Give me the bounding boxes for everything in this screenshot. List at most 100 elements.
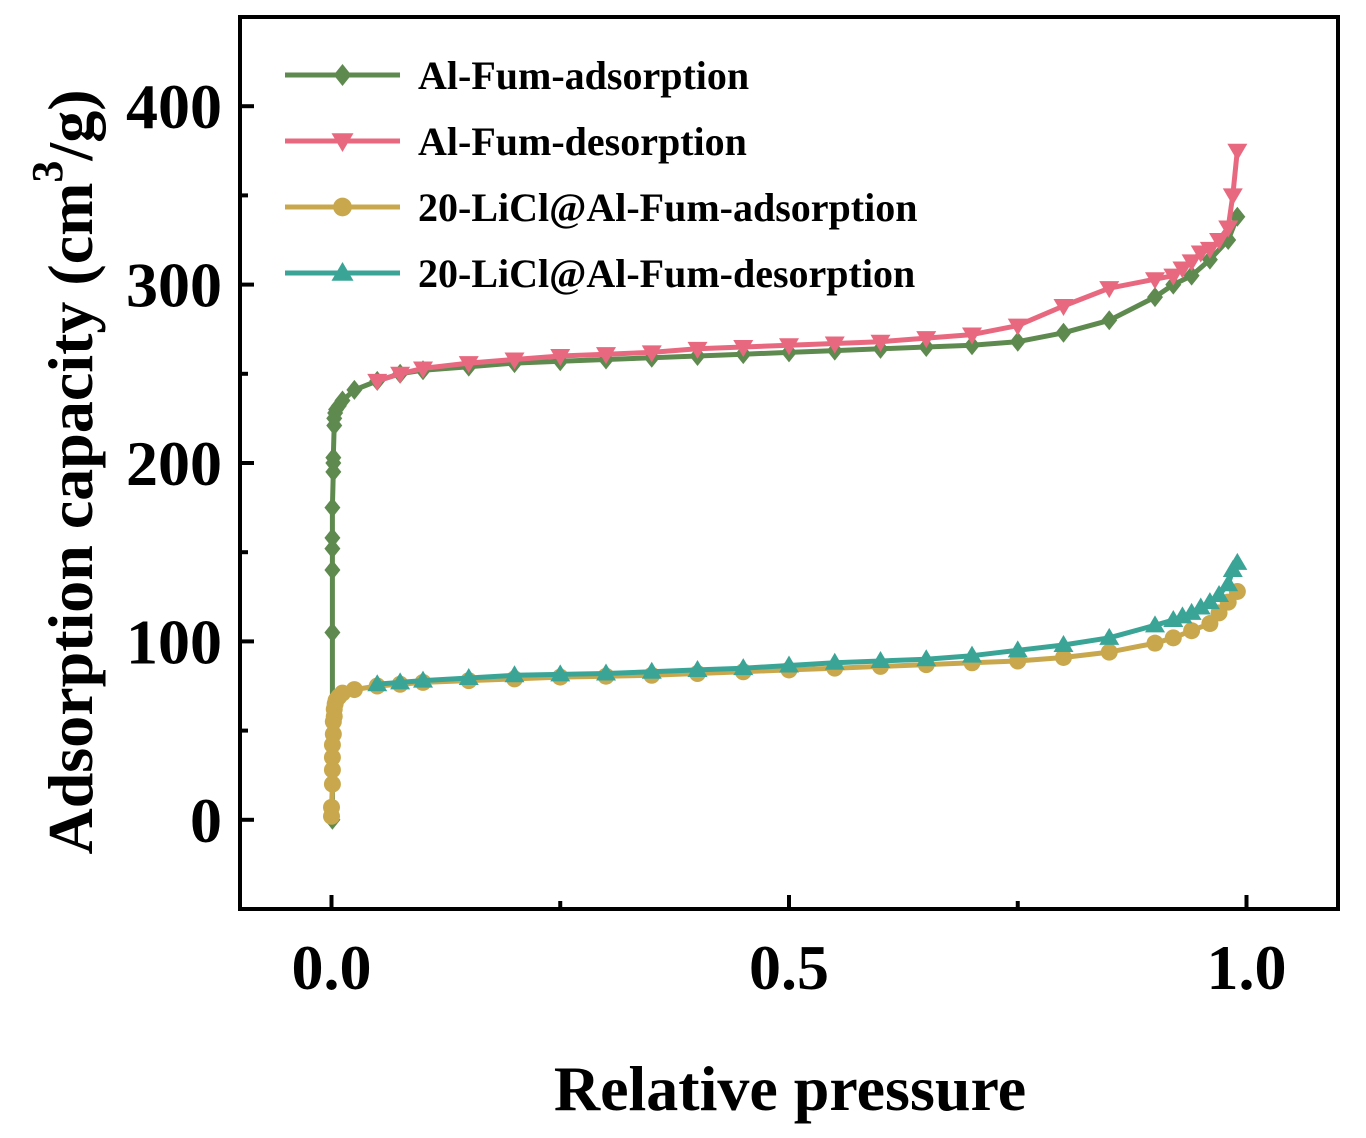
data-point (1163, 609, 1184, 627)
data-point (687, 659, 708, 677)
data-point (323, 748, 341, 766)
y-axis-title-main: Adsorption capacity (cm (35, 183, 106, 855)
data-point (687, 341, 708, 359)
data-point (367, 674, 388, 692)
legend-item: Al-Fum-desorption (285, 119, 747, 164)
data-point (325, 447, 342, 468)
data-point (964, 335, 980, 356)
data-point (324, 560, 341, 581)
data-point (1163, 268, 1184, 286)
data-point (458, 356, 479, 374)
data-point (1209, 585, 1230, 603)
series-al-fum-desorption (367, 143, 1248, 391)
data-point (1145, 615, 1165, 633)
data-point (324, 527, 341, 548)
data-point (824, 652, 845, 670)
data-point (1146, 634, 1164, 652)
data-point (1055, 648, 1072, 666)
y-tick-label: 300 (126, 250, 222, 321)
data-point (1147, 287, 1163, 308)
legend-item: 20-LiCl@Al-Fum-adsorption (285, 185, 917, 230)
legend-label: Al-Fum-desorption (418, 119, 747, 164)
plot-frame (238, 15, 1340, 911)
data-point (346, 379, 363, 400)
data-point (334, 390, 351, 411)
data-point (367, 373, 388, 391)
data-point (641, 661, 662, 679)
x-tick-label: 0.0 (292, 932, 372, 1003)
data-point (324, 497, 341, 518)
data-point (641, 345, 662, 363)
data-point (1099, 281, 1120, 299)
data-point (596, 347, 616, 365)
data-point (962, 645, 982, 663)
data-point (550, 664, 571, 682)
legend: Al-Fum-adsorption Al-Fum-desorption 20-LiC… (285, 53, 917, 296)
data-point (1227, 143, 1248, 161)
data-point (1222, 188, 1243, 206)
legend-item: Al-Fum-adsorption (285, 53, 749, 98)
data-point (1145, 272, 1165, 290)
x-tick-label: 1.0 (1207, 932, 1287, 1003)
legend-label: 20-LiCl@Al-Fum-desorption (418, 251, 915, 296)
data-point (870, 334, 891, 352)
x-tick-label: 0.5 (749, 932, 829, 1003)
data-point (916, 649, 937, 667)
data-point (413, 361, 433, 379)
data-point (390, 672, 411, 690)
legend-marker (331, 262, 354, 281)
legend-item: 20-LiCl@Al-Fum-desorption (285, 251, 915, 296)
data-point (345, 681, 363, 699)
data-point (1099, 627, 1120, 645)
data-point (550, 348, 571, 366)
data-point (824, 336, 845, 354)
data-point (1055, 322, 1072, 343)
data-point (458, 667, 479, 685)
y-axis-title-end: /g) (35, 89, 106, 161)
data-point (504, 352, 525, 370)
data-point (323, 761, 341, 779)
data-point (962, 327, 982, 345)
data-point (1190, 245, 1211, 263)
y-tick-label: 100 (126, 606, 222, 677)
legend-marker (331, 133, 354, 152)
data-point (324, 725, 342, 743)
data-point (916, 331, 937, 349)
data-point (390, 366, 411, 384)
data-point (324, 622, 341, 643)
data-point (733, 340, 754, 358)
data-point (1218, 220, 1239, 238)
data-point (1183, 265, 1200, 286)
data-point (1007, 318, 1028, 336)
data-point (870, 651, 891, 669)
y-tick-label: 400 (126, 71, 222, 142)
data-point (1164, 629, 1182, 647)
data-point (323, 775, 341, 793)
y-axis-title-superscript: 3 (23, 161, 72, 183)
data-point (596, 663, 616, 681)
data-point (733, 658, 754, 676)
data-point (1100, 643, 1118, 661)
data-point (1201, 249, 1218, 270)
data-point (1222, 560, 1243, 578)
data-point (779, 655, 799, 673)
data-point (324, 538, 341, 559)
legend-label: 20-LiCl@Al-Fum-adsorption (418, 185, 917, 230)
data-point (504, 665, 525, 683)
plot-series-group (323, 143, 1248, 830)
legend-label: Al-Fum-adsorption (418, 53, 749, 98)
data-point (323, 798, 340, 816)
y-tick-label: 0 (190, 785, 222, 856)
y-axis-title: Adsorption capacity (cm3/g) (23, 89, 106, 854)
y-tick-label: 200 (126, 428, 222, 499)
data-point (1183, 622, 1201, 640)
x-axis: 0.0 0.5 1.0 (292, 895, 1287, 1003)
y-axis: 0 100 200 300 400 (126, 71, 254, 856)
data-point (1053, 634, 1074, 652)
data-point (1218, 574, 1239, 592)
data-point (1209, 233, 1230, 250)
data-point (1009, 331, 1026, 352)
data-point (779, 338, 799, 356)
legend-marker (333, 64, 352, 86)
